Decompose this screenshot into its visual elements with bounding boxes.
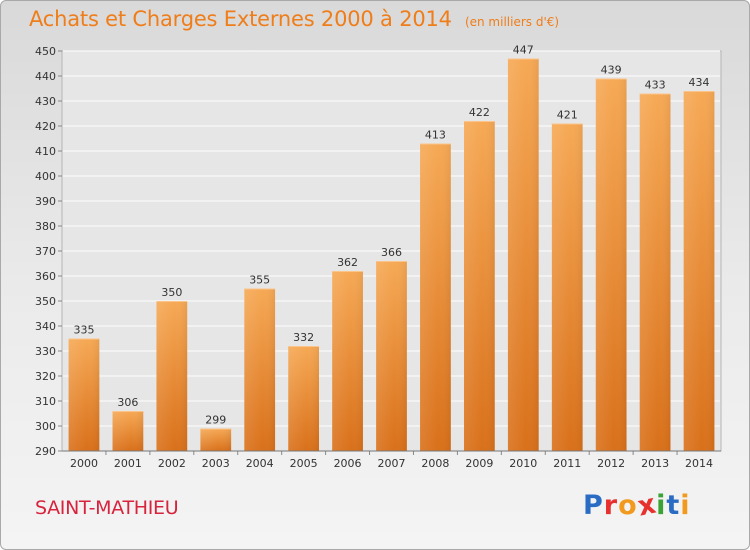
- y-tick-label: 430: [35, 95, 56, 108]
- x-tick-label: 2011: [553, 457, 581, 470]
- bar-shading: [595, 78, 627, 451]
- data-label: 421: [557, 109, 578, 122]
- bar-shading: [244, 288, 276, 451]
- y-tick-label: 440: [35, 70, 56, 83]
- chart-subtitle: (en milliers d'€): [464, 15, 560, 29]
- y-axis: 290 300 310 320 330 340 350 360 370 380 390 400 410 4…: [35, 45, 62, 458]
- y-tick-label: 350: [35, 295, 56, 308]
- data-label: 422: [469, 106, 490, 119]
- logo-letter: i: [680, 490, 691, 521]
- data-label: 439: [601, 64, 622, 77]
- y-tick-label: 290: [35, 445, 56, 458]
- data-label: 366: [381, 246, 402, 259]
- commune-name: SAINT-MATHIEU: [35, 497, 179, 519]
- bar-shading: [200, 428, 232, 451]
- x-tick-label: 2008: [421, 457, 449, 470]
- y-tick-label: 400: [35, 170, 56, 183]
- x-tick-label: 2001: [114, 457, 142, 470]
- bar-shading: [376, 261, 407, 451]
- bars: [68, 58, 715, 451]
- y-tick-label: 410: [35, 145, 56, 158]
- bar-shading: [156, 301, 188, 451]
- logo-letter: o: [618, 490, 638, 521]
- y-tick-label: 380: [35, 220, 56, 233]
- y-tick-label: 340: [35, 320, 56, 333]
- data-labels: 335 306 350 299 355 332 362 366 413 422 447 421 439 4…: [73, 44, 709, 427]
- x-tick-label: 2005: [290, 457, 318, 470]
- bar-shading: [507, 58, 539, 451]
- bar-shading: [332, 271, 363, 451]
- data-label: 413: [425, 129, 446, 142]
- bar-shading: [463, 121, 495, 451]
- data-label: 332: [293, 331, 314, 344]
- x-tick-label: 2010: [509, 457, 537, 470]
- x-tick-label: 2006: [334, 457, 362, 470]
- data-label: 306: [117, 396, 138, 409]
- y-tick-label: 300: [35, 420, 56, 433]
- bar-shading: [683, 91, 715, 451]
- y-tick-label: 310: [35, 395, 56, 408]
- data-label: 335: [73, 324, 94, 337]
- y-tick-label: 370: [35, 245, 56, 258]
- bar-shading: [551, 123, 583, 451]
- x-tick-label: 2012: [597, 457, 625, 470]
- y-tick-label: 450: [35, 45, 56, 58]
- logo-letter: t: [666, 490, 681, 521]
- x-tick-label: 2002: [158, 457, 186, 470]
- bar-shading: [112, 411, 144, 451]
- data-label: 355: [249, 274, 270, 287]
- y-tick-label: 420: [35, 120, 56, 133]
- x-tick-label: 2004: [246, 457, 274, 470]
- data-label: 434: [689, 76, 710, 89]
- bar-shading: [288, 346, 320, 451]
- x-tick-label: 2013: [641, 457, 669, 470]
- y-tick-label: 320: [35, 370, 56, 383]
- y-tick-label: 360: [35, 270, 56, 283]
- data-label: 447: [513, 44, 534, 57]
- x-tick-label: 2007: [378, 457, 406, 470]
- x-tick-label: 2009: [465, 457, 493, 470]
- data-label: 362: [337, 256, 358, 269]
- x-tick-label: 2014: [685, 457, 713, 470]
- x-tick-label: 2003: [202, 457, 230, 470]
- chart-heading: Achats et Charges Externes 2000 à 2014 (…: [29, 7, 559, 31]
- bar-shading: [420, 143, 451, 451]
- chart-title: Achats et Charges Externes 2000 à 2014: [29, 7, 452, 31]
- y-tick-label: 330: [35, 345, 56, 358]
- x-tick-label: 2000: [70, 457, 98, 470]
- logo-letter: P: [583, 490, 604, 521]
- proxiti-logo: Proxiti: [583, 488, 691, 522]
- x-axis: 2000 2001 2002 2003 2004 2005 2006 2007 2008 2009…: [62, 450, 721, 470]
- data-label: 299: [205, 414, 226, 427]
- data-label: 433: [645, 79, 666, 92]
- y-tick-label: 390: [35, 195, 56, 208]
- data-label: 350: [161, 286, 182, 299]
- bar-shading: [68, 338, 100, 451]
- bar-shading: [639, 93, 671, 451]
- logo-letter: r: [603, 490, 619, 521]
- logo-letter: i: [656, 490, 667, 521]
